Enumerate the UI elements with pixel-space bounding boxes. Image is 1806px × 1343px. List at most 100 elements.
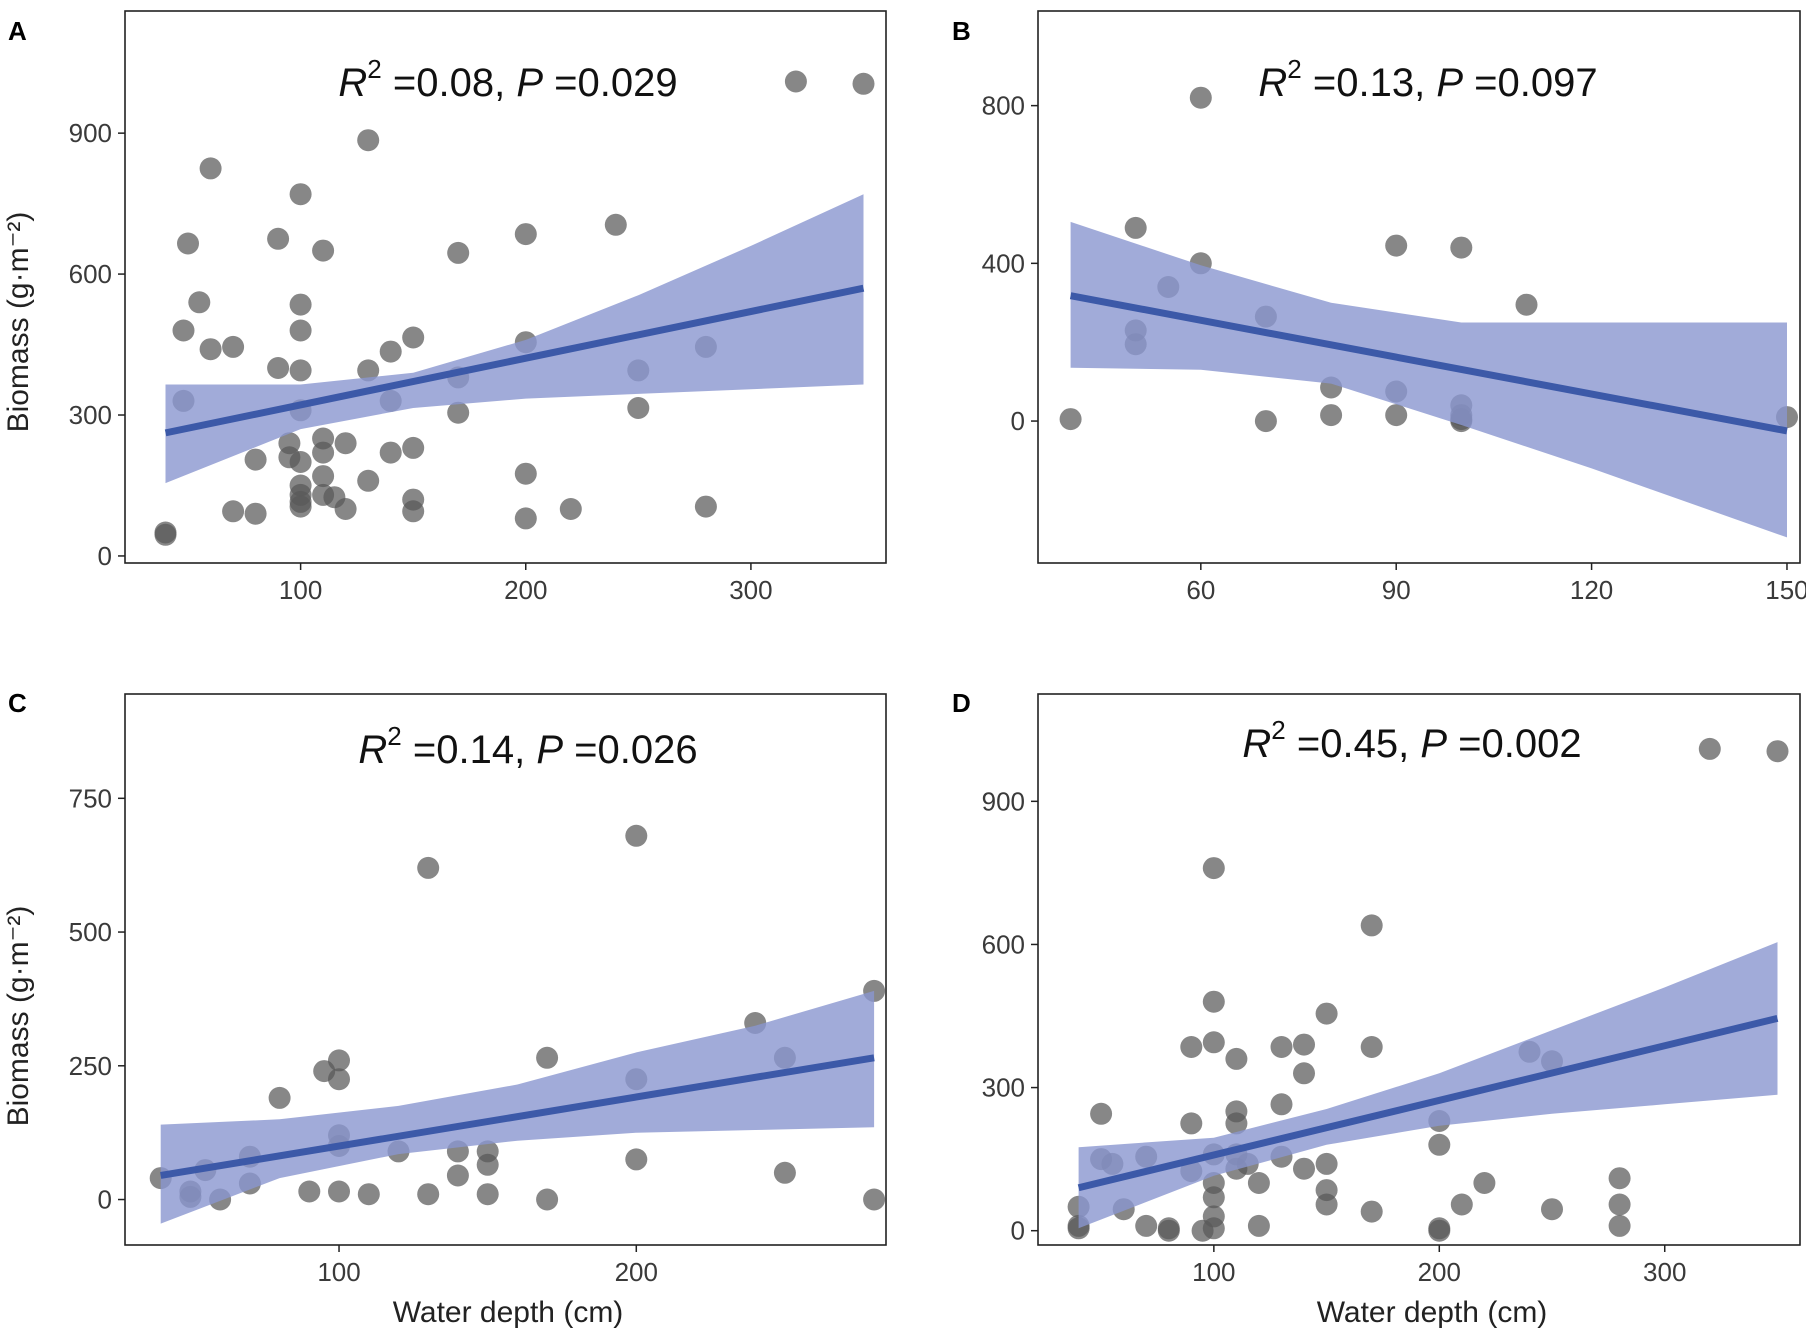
data-point-d-29 [1247,1172,1270,1194]
data-point-a-36 [357,469,380,492]
data-point-a-19 [289,359,312,382]
data-point-b-1 [1124,216,1147,239]
data-point-d-48 [1450,1193,1473,1216]
plot-frame-c [124,693,887,1246]
stat-annotation-c: R2 =0.14, P =0.026 [358,721,697,772]
data-point-a-4 [177,232,199,255]
data-point-a-10 [244,502,267,525]
data-point-a-35 [357,359,380,382]
stat-annotation-a: R2 =0.08, P =0.029 [338,54,677,105]
confidence-band-b [1070,221,1787,538]
data-point-b-0 [1059,408,1082,431]
data-point-a-40 [402,326,425,349]
data-point-a-15 [278,432,301,455]
trend-line-a [164,284,865,437]
data-point-a-9 [222,500,245,523]
data-point-a-3 [172,319,195,342]
data-point-c-24 [536,1046,559,1069]
x-tick-label-a-2: 300 [729,575,772,605]
stat-annotation-d: R2 =0.45, P =0.002 [1242,715,1581,766]
data-point-d-11 [1180,1036,1203,1058]
data-point-d-43 [1360,1200,1383,1223]
data-point-b-8 [1254,410,1277,433]
data-point-d-45 [1428,1133,1451,1156]
data-point-a-32 [334,432,357,455]
y-tick-label-a-3: 900 [69,118,112,148]
y-tick-label-d-1: 300 [982,1073,1025,1103]
data-point-a-47 [514,223,537,246]
confidence-band-c [160,990,875,1224]
data-point-c-22 [476,1153,499,1176]
data-point-a-11 [244,448,267,471]
data-point-d-22 [1202,1217,1225,1240]
panel-b: 60 90 120 150 0 400 800 B R2 =0.13, P =0.097 [952,10,1806,605]
plot-area-b: 60 90 120 150 0 400 800 [982,10,1806,605]
data-point-a-58 [852,72,875,95]
y-tick-label-d-2: 600 [982,929,1025,959]
data-point-a-52 [604,213,627,236]
data-point-a-41 [402,436,425,459]
data-point-a-1 [154,523,177,546]
x-tick-label-d-1: 200 [1418,1257,1461,1287]
data-point-a-46 [447,401,470,424]
data-point-a-43 [402,500,425,523]
y-tick-label-b-1: 400 [982,248,1025,278]
x-tick-label-c-1: 200 [615,1257,658,1287]
panel-d: 100 200 300 0 300 600 900 D R2 =0.45, P =0.002… [952,688,1801,1329]
data-point-a-54 [627,397,650,419]
data-point-c-26 [625,824,648,847]
data-point-d-3 [1090,1102,1113,1125]
x-tick-label-d-2: 300 [1643,1257,1686,1287]
data-point-c-20 [446,1164,469,1187]
data-point-c-10 [328,1049,350,1072]
data-point-a-49 [514,462,537,485]
data-point-d-35 [1293,1062,1315,1085]
data-point-d-30 [1247,1214,1270,1237]
data-point-d-53 [1608,1167,1631,1190]
data-point-d-54 [1608,1193,1631,1216]
x-tick-label-d-0: 100 [1192,1257,1235,1287]
plot-area-c: 100 200 0 250 500 750 [69,693,887,1287]
data-point-d-40 [1315,1193,1338,1216]
confidence-band-d [1078,942,1778,1229]
plot-frame-d [1037,693,1801,1246]
x-tick-label-c-0: 100 [317,1257,360,1287]
data-point-d-8 [1135,1214,1158,1237]
stat-annotation-b: R2 =0.13, P =0.097 [1258,54,1597,105]
data-point-d-37 [1315,1002,1338,1025]
x-axis-title-c: Water depth (cm) [393,1296,624,1329]
data-point-d-41 [1360,914,1383,937]
y-tick-label-a-0: 0 [98,541,112,571]
x-tick-label-b-1: 90 [1382,575,1411,605]
data-point-c-18 [417,1183,440,1206]
y-tick-label-d-0: 0 [1011,1216,1025,1246]
data-point-c-28 [625,1148,648,1171]
data-point-d-25 [1225,1112,1248,1135]
panel-letter-b: B [952,16,971,46]
data-point-b-13 [1385,404,1408,427]
data-point-a-26 [312,239,335,262]
data-point-a-39 [379,441,402,464]
panel-c: 100 200 0 250 500 750 C R2 =0.14, P =0.026 Bi… [2,688,887,1329]
plot-area-d: 100 200 300 0 300 600 900 [982,693,1801,1287]
data-point-d-57 [1766,740,1789,763]
trend-line-b [1069,292,1788,435]
data-point-a-16 [289,183,312,206]
data-point-a-33 [334,498,357,520]
data-point-c-15 [357,1183,380,1206]
data-point-a-12 [267,357,290,379]
plot-frame-b [1037,10,1801,564]
y-tick-label-c-0: 0 [98,1185,112,1215]
data-point-d-16 [1202,990,1225,1013]
data-point-d-12 [1180,1112,1203,1135]
data-point-a-7 [199,338,222,361]
y-tick-label-d-3: 900 [982,786,1025,816]
data-point-d-20 [1202,1186,1225,1209]
x-tick-label-b-2: 120 [1570,575,1613,605]
data-point-a-8 [222,335,245,358]
y-tick-label-c-3: 750 [69,783,112,813]
data-point-b-10 [1320,404,1343,427]
data-point-d-31 [1270,1036,1293,1058]
data-point-d-55 [1608,1214,1631,1237]
